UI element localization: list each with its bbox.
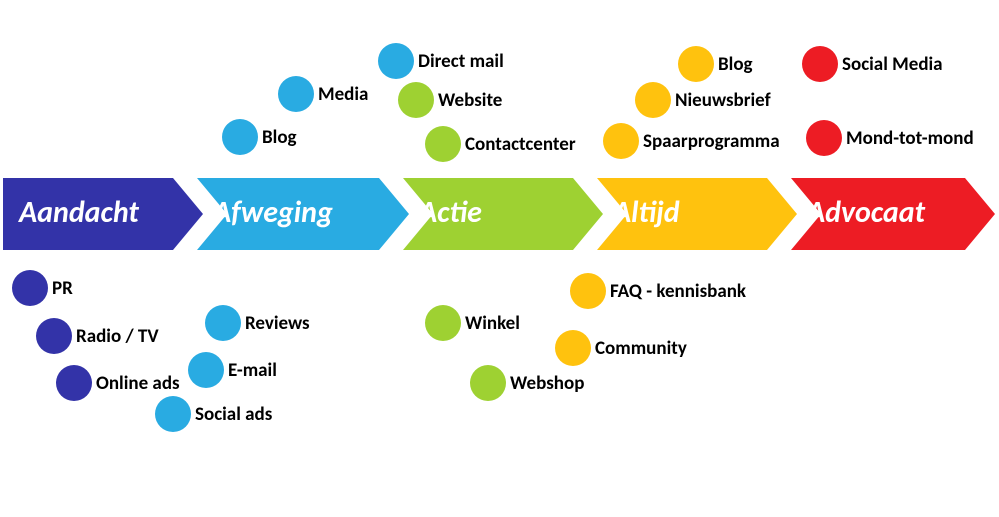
item-aandacht_radio: Radio / TV [36, 318, 159, 354]
bullet-altijd_faq [570, 273, 606, 309]
bullet-afweging_email [188, 352, 224, 388]
bullet-actie_webshop [470, 365, 506, 401]
item-afweging_blog-label: Blog [262, 126, 297, 149]
item-actie_website-label: Website [438, 89, 502, 112]
stage-actie: Actie [403, 178, 603, 250]
stage-advocaat-label: Advocaat [807, 194, 925, 231]
stage-afweging: Afweging [197, 178, 409, 250]
item-afweging_email-label: E-mail [228, 359, 277, 382]
item-altijd_faq: FAQ - kennisbank [570, 273, 746, 309]
stage-aandacht: Aandacht [3, 178, 203, 250]
item-afweging_directmail-label: Direct mail [418, 50, 504, 73]
item-altijd_nieuwsbrief: Nieuwsbrief [635, 82, 771, 118]
item-actie_winkel: Winkel [425, 305, 520, 341]
item-actie_contactcenter: Contactcenter [425, 126, 576, 162]
item-afweging_media-label: Media [318, 83, 368, 106]
item-advocaat_mond: Mond-tot-mond [806, 120, 974, 156]
item-afweging_reviews-label: Reviews [245, 312, 310, 335]
item-altijd_nieuwsbrief-label: Nieuwsbrief [675, 89, 771, 112]
bullet-altijd_spaar [603, 123, 639, 159]
bullet-advocaat_social [802, 46, 838, 82]
item-actie_webshop: Webshop [470, 365, 584, 401]
item-altijd_blog: Blog [678, 46, 753, 82]
bullet-advocaat_mond [806, 120, 842, 156]
item-advocaat_social: Social Media [802, 46, 943, 82]
bullet-aandacht_radio [36, 318, 72, 354]
item-altijd_community-label: Community [595, 337, 687, 360]
item-altijd_blog-label: Blog [718, 53, 753, 76]
stage-altijd: Altijd [597, 178, 797, 250]
bullet-altijd_community [555, 330, 591, 366]
item-aandacht_radio-label: Radio / TV [76, 325, 159, 348]
bullet-afweging_blog [222, 119, 258, 155]
item-actie_contactcenter-label: Contactcenter [465, 133, 576, 156]
bullet-aandacht_online [56, 365, 92, 401]
bullet-afweging_directmail [378, 43, 414, 79]
item-actie_webshop-label: Webshop [510, 372, 584, 395]
bullet-afweging_socialads [155, 396, 191, 432]
bullet-actie_contactcenter [425, 126, 461, 162]
item-altijd_spaar-label: Spaarprogramma [643, 130, 780, 153]
bullet-actie_winkel [425, 305, 461, 341]
item-afweging_blog: Blog [222, 119, 297, 155]
stage-afweging-label: Afweging [213, 194, 333, 231]
item-altijd_community: Community [555, 330, 687, 366]
item-aandacht_online-label: Online ads [96, 372, 180, 395]
bullet-altijd_blog [678, 46, 714, 82]
item-afweging_socialads-label: Social ads [195, 403, 272, 426]
item-afweging_socialads: Social ads [155, 396, 272, 432]
item-altijd_faq-label: FAQ - kennisbank [610, 280, 746, 303]
stage-advocaat: Advocaat [791, 178, 995, 250]
item-afweging_media: Media [278, 76, 368, 112]
item-afweging_directmail: Direct mail [378, 43, 504, 79]
stage-altijd-label: Altijd [613, 194, 680, 231]
stage-aandacht-label: Aandacht [19, 194, 139, 231]
item-actie_website: Website [398, 82, 502, 118]
bullet-aandacht_pr [12, 270, 48, 306]
bullet-afweging_reviews [205, 305, 241, 341]
item-actie_winkel-label: Winkel [465, 312, 520, 335]
item-afweging_reviews: Reviews [205, 305, 310, 341]
item-advocaat_mond-label: Mond-tot-mond [846, 127, 974, 150]
item-aandacht_pr: PR [12, 270, 73, 306]
item-aandacht_pr-label: PR [52, 277, 73, 300]
item-altijd_spaar: Spaarprogramma [603, 123, 780, 159]
bullet-afweging_media [278, 76, 314, 112]
item-advocaat_social-label: Social Media [842, 53, 943, 76]
item-afweging_email: E-mail [188, 352, 277, 388]
bullet-actie_website [398, 82, 434, 118]
bullet-altijd_nieuwsbrief [635, 82, 671, 118]
stage-actie-label: Actie [419, 194, 482, 231]
